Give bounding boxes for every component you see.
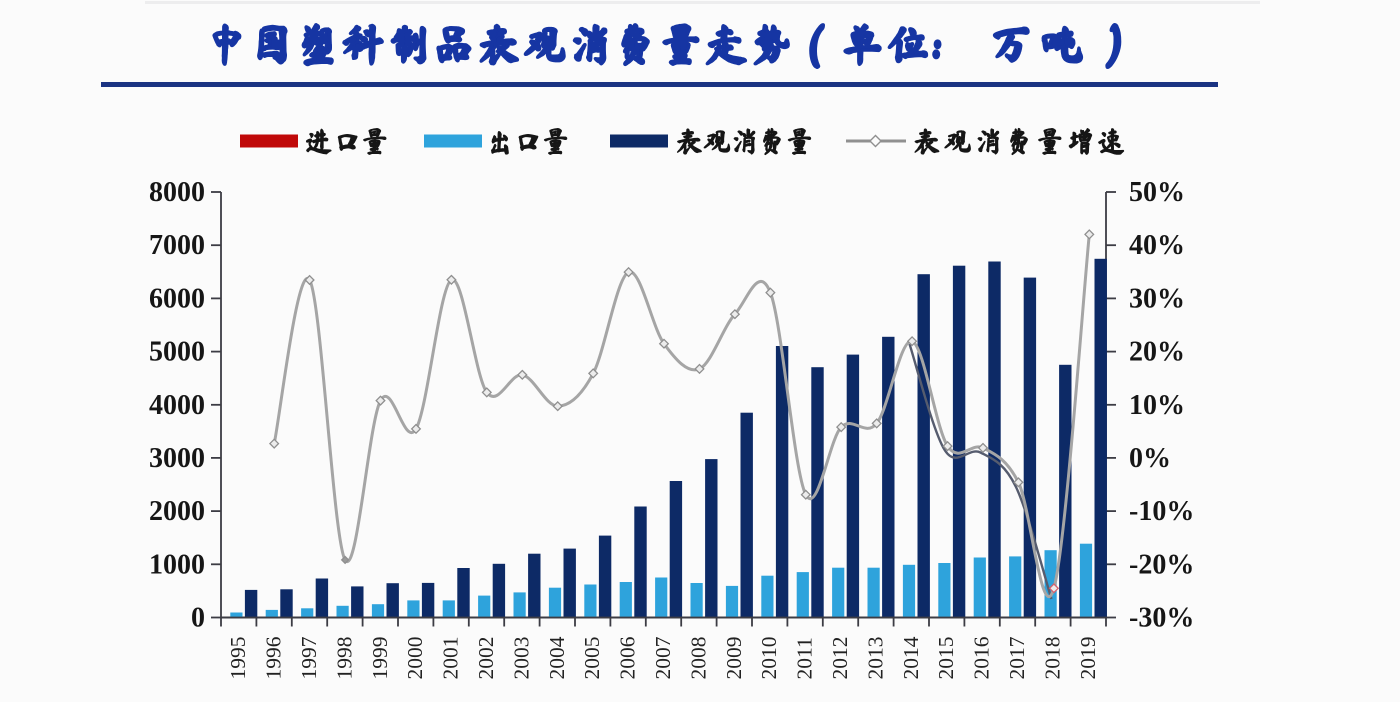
svg-text:-30%: -30%: [1129, 603, 1194, 634]
svg-text:1000: 1000: [149, 549, 205, 580]
svg-text:2016: 2016: [970, 636, 994, 679]
svg-text:1998: 1998: [332, 637, 356, 680]
svg-text:6000: 6000: [149, 283, 205, 314]
svg-text:2002: 2002: [474, 637, 498, 680]
svg-text:4000: 4000: [149, 390, 205, 421]
svg-text:3000: 3000: [149, 443, 205, 474]
svg-text:0%: 0%: [1129, 443, 1171, 474]
svg-text:2015: 2015: [934, 637, 958, 680]
svg-text:2017: 2017: [1005, 636, 1029, 679]
svg-text:30%: 30%: [1129, 283, 1185, 314]
svg-text:2003: 2003: [509, 637, 533, 680]
svg-text:2008: 2008: [686, 637, 710, 680]
svg-text:1996: 1996: [262, 636, 286, 679]
svg-text:0: 0: [191, 603, 205, 634]
svg-text:2010: 2010: [757, 637, 781, 680]
svg-text:8000: 8000: [149, 177, 205, 208]
svg-text:2012: 2012: [828, 637, 852, 680]
svg-text:1995: 1995: [226, 637, 250, 680]
svg-text:1997: 1997: [297, 636, 321, 679]
svg-text:-20%: -20%: [1129, 549, 1194, 580]
svg-text:2001: 2001: [439, 637, 463, 680]
svg-text:2019: 2019: [1076, 637, 1100, 680]
svg-text:-10%: -10%: [1129, 496, 1194, 527]
svg-text:2009: 2009: [722, 637, 746, 680]
svg-text:2000: 2000: [149, 496, 205, 527]
svg-text:40%: 40%: [1129, 230, 1185, 261]
svg-text:5000: 5000: [149, 337, 205, 368]
svg-text:2005: 2005: [580, 637, 604, 680]
svg-text:2011: 2011: [793, 637, 817, 679]
svg-text:50%: 50%: [1129, 177, 1185, 208]
svg-text:2000: 2000: [403, 637, 427, 680]
svg-text:2014: 2014: [899, 636, 923, 679]
svg-text:10%: 10%: [1129, 390, 1185, 421]
svg-text:2018: 2018: [1040, 637, 1064, 680]
svg-text:7000: 7000: [149, 230, 205, 261]
svg-text:20%: 20%: [1129, 337, 1185, 368]
svg-text:2004: 2004: [545, 636, 569, 679]
svg-text:2006: 2006: [616, 636, 640, 679]
svg-text:2013: 2013: [863, 637, 887, 680]
svg-text:2007: 2007: [651, 636, 675, 679]
svg-text:1999: 1999: [368, 637, 392, 680]
